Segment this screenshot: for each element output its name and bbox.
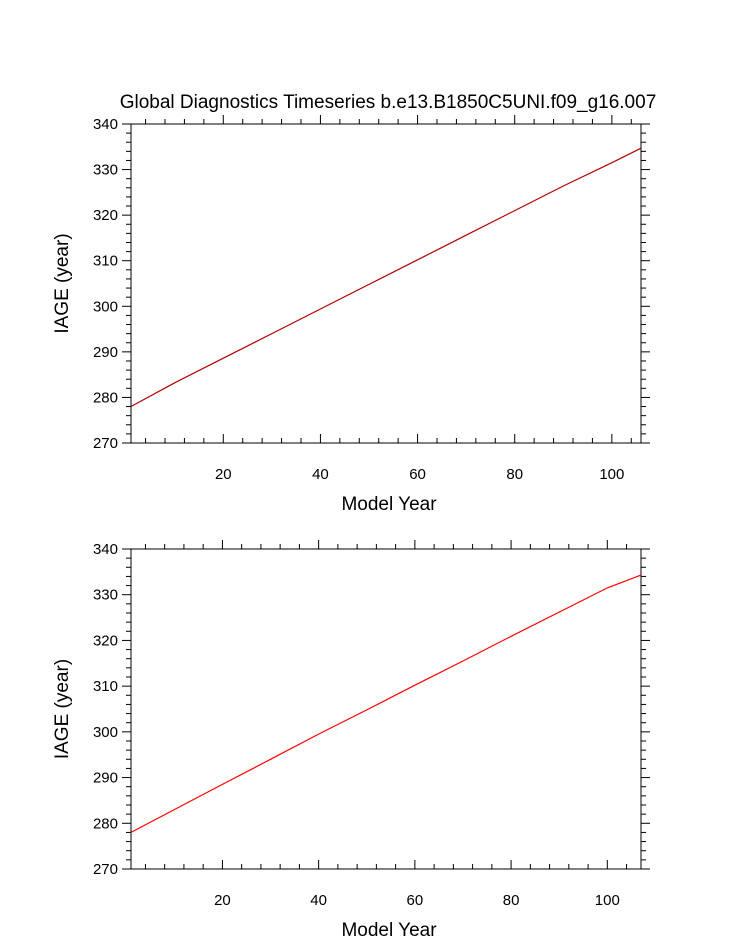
- plot-frame: [130, 548, 642, 870]
- y-tick-label: 280: [93, 389, 118, 406]
- y-tick-label: 330: [93, 162, 118, 179]
- y-tick-label: 320: [93, 632, 118, 649]
- y-axis-label: IAGE (year): [52, 659, 73, 759]
- x-axis-label: Model Year: [341, 494, 437, 515]
- y-tick-label: 340: [93, 116, 118, 133]
- x-tick-label: 60: [409, 466, 426, 483]
- y-tick-label: 330: [93, 587, 118, 604]
- y-tick-label: 340: [93, 541, 118, 558]
- x-axis-label: Model Year: [341, 920, 437, 941]
- y-tick-label: 290: [93, 344, 118, 361]
- bottom-panel: 270 280 290 300 310 320 330 340 20 40 60 80 100 Model…: [52, 540, 650, 941]
- chart-title: Global Diagnostics Timeseries b.e13.B185…: [120, 92, 657, 113]
- x-tick-label: 100: [595, 892, 620, 909]
- y-tick-label: 320: [93, 207, 118, 224]
- y-tick-label: 270: [93, 861, 118, 878]
- plot-frame: [130, 123, 642, 444]
- y-tick-label: 310: [93, 253, 118, 270]
- x-tick-label: 80: [503, 892, 520, 909]
- series-line: [130, 147, 642, 408]
- x-tick-label: 100: [599, 466, 624, 483]
- x-tick-label: 40: [312, 466, 329, 483]
- top-panel: 270 280 290 300 310 320 330 340 20 40 60 80 100 Model…: [52, 115, 650, 515]
- y-tick-label: 270: [93, 435, 118, 452]
- x-tick-label: 20: [215, 466, 232, 483]
- y-tick-label: 280: [93, 815, 118, 832]
- x-tick-label: 40: [310, 892, 327, 909]
- y-tick-label: 310: [93, 678, 118, 695]
- y-axis-label: IAGE (year): [52, 233, 73, 333]
- x-tick-label: 20: [214, 892, 231, 909]
- x-tick-label: 60: [407, 892, 424, 909]
- y-tick-label: 300: [93, 298, 118, 315]
- y-tick-label: 290: [93, 770, 118, 787]
- series-line: [130, 574, 642, 833]
- x-tick-label: 80: [506, 466, 523, 483]
- y-tick-label: 300: [93, 724, 118, 741]
